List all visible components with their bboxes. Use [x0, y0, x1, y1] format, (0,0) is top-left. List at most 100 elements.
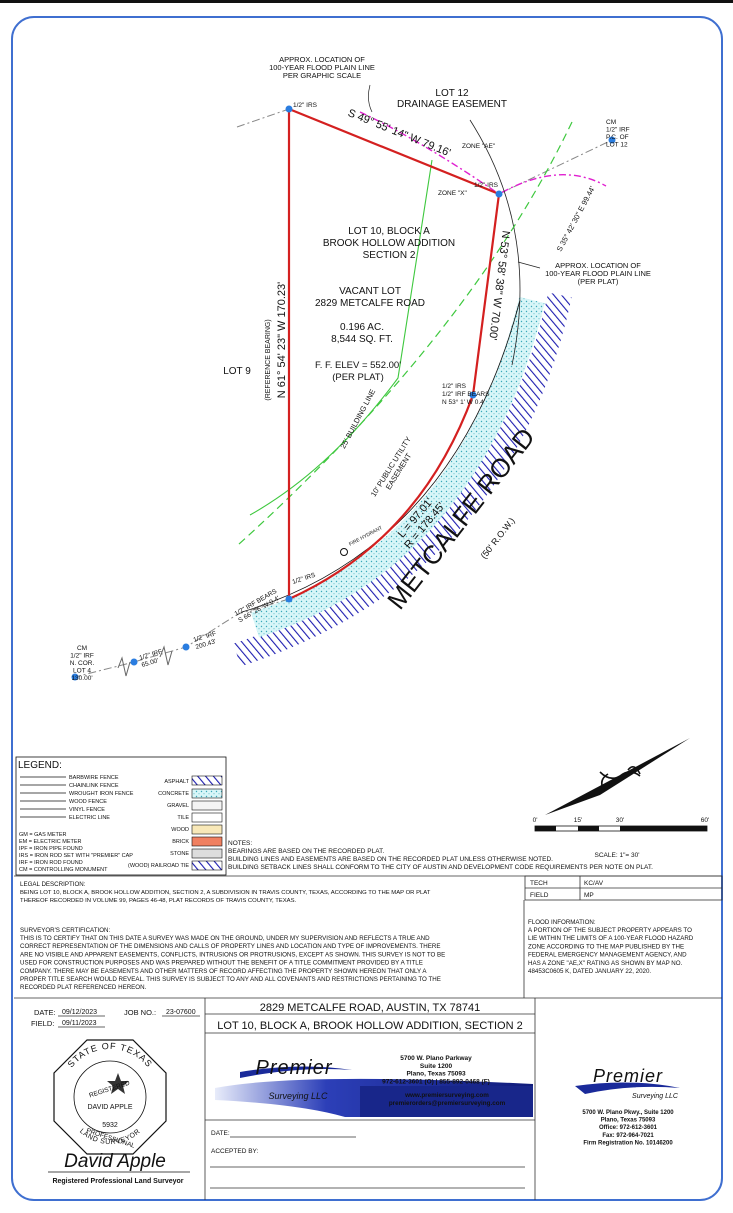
company-logo [575, 1082, 680, 1094]
field-label-group: FIELD: [31, 1019, 54, 1028]
company-line: 5700 W. Plano Pkwy., Suite 1200 [582, 1110, 674, 1116]
accepted-by: ACCEPTED BY: [211, 1148, 259, 1155]
zone-label: ZONE "X" [438, 190, 468, 197]
legend-abbreviation: IPF = IRON PIPE FOUND [19, 846, 83, 852]
note: BUILDING SETBACK LINES SHALL CONFORM TO … [228, 864, 653, 871]
date-value: 09/12/2023 [62, 1009, 97, 1016]
legend-abbreviation: CM = CONTROLLING MONUMENT [19, 867, 108, 873]
flood-note: 100-YEAR FLOOD PLAIN LINE [269, 63, 375, 72]
crew-cell: TECH [530, 880, 548, 887]
legend-material: BRICK [172, 839, 189, 845]
cm-label: LOT 4 [73, 668, 91, 675]
certification-text-group: THIS IS TO CERTIFY THAT ON THIS DATE A S… [20, 935, 445, 991]
vacant-lot: 2829 METCALFE ROAD [315, 298, 425, 309]
zone-label-group: ZONE "X" [438, 190, 468, 197]
note: BUILDING LINES AND EASEMENTS ARE BASED O… [228, 856, 553, 863]
company-line-group: 5700 W. Plano Pkwy., Suite 1200 Plano, Te… [582, 1110, 674, 1146]
property-lot: LOT 10, BLOCK A, BROOK HOLLOW ADDITION, … [217, 1020, 522, 1032]
banner [215, 1066, 533, 1117]
area: 8,544 SQ. FT. [331, 334, 393, 345]
iron-rod [182, 643, 190, 651]
corner-label-group: 1/2" IRS [474, 182, 499, 189]
legend-material: WOOD [171, 827, 189, 833]
seal-number: 5932 [102, 1122, 118, 1129]
road-width: (50' R.O.W.) [479, 516, 517, 561]
legend [15, 756, 227, 876]
signature: David Apple [64, 1151, 166, 1172]
company-line: Firm Registration No. 10146200 [583, 1140, 673, 1146]
company-brand-sub-group: Surveying LLC [632, 1093, 679, 1100]
certification-text: ARE NO VISIBLE AND APPARENT EASEMENTS, C… [20, 951, 445, 958]
building-line-label: 25' BUILDING LINE [338, 388, 377, 451]
flood-note: PER GRAPHIC SCALE [283, 71, 361, 80]
lot-9-label-group: LOT 9 [223, 366, 251, 377]
cm-label: P.C. OF [606, 134, 629, 141]
cm-label: LOT 12 [606, 142, 628, 149]
legend-fence: BARBWIRE FENCE [69, 775, 119, 781]
zone-label: ZONE "AE" [462, 143, 496, 150]
iron-rod [285, 595, 293, 603]
crew-cell: MP [584, 892, 594, 899]
flood-note: 100-YEAR FLOOD PLAIN LINE [545, 269, 651, 278]
banner-brand-group: Premier [255, 1057, 331, 1079]
road-width-group: (50' R.O.W.) [479, 516, 517, 561]
accepted-by-group: ACCEPTED BY: [211, 1148, 259, 1155]
property-address: 2829 METCALFE ROAD, AUSTIN, TX 78741 [260, 1002, 481, 1014]
legend-fence-group: BARBWIRE FENCE CHAINLINK FENCE WROUGHT IRO… [69, 775, 134, 821]
scale-tick-group: 0' [533, 817, 538, 824]
field-value-group: 09/11/2023 [62, 1020, 97, 1027]
lot-description: SECTION 2 [363, 250, 416, 261]
job-value: 23-07600 [166, 1009, 196, 1016]
corner-label-group: 1/2" IRS [293, 102, 318, 109]
lot-boundary [287, 107, 501, 601]
cm-label: 1/2" IRF [606, 127, 630, 134]
east-line-call-group: N 53° 58' 38" W 70.00' [486, 230, 511, 341]
crew-cell: KC/AV [584, 880, 604, 887]
company-line: Plano, Texas 75093 [601, 1118, 656, 1124]
north-arrow [545, 738, 690, 815]
lot-12-label: DRAINAGE EASEMENT [397, 99, 507, 110]
building-line-label-group: 25' BUILDING LINE [338, 388, 377, 451]
east-line-call: N 53° 58' 38" W 70.00' [486, 230, 511, 341]
company-brand-sub: Surveying LLC [632, 1093, 679, 1100]
company-line: Office: 972-612-3601 [599, 1125, 658, 1131]
job-label: JOB NO.: [124, 1008, 156, 1017]
legend-fence: WOOD FENCE [69, 799, 107, 805]
cm-label: CM [606, 119, 616, 126]
lot-description: BROOK HOLLOW ADDITION [323, 238, 455, 249]
acceptance-date: DATE: [211, 1130, 230, 1137]
cm-label: 1/2" IRF [70, 653, 94, 660]
banner-web: www.premiersurveying.com [404, 1092, 489, 1099]
legend-abbreviation: IRF = IRON ROD FOUND [19, 860, 83, 866]
certification-text: USED FOR CONSTRUCTION PURPOSES AND WAS P… [20, 960, 423, 967]
legend-fence: WROUGHT IRON FENCE [69, 791, 134, 797]
scale-tick: 60' [701, 817, 709, 824]
west-line-call: N 61° 54' 23" W 170.23' [276, 282, 288, 398]
banner-address: Plano, Texas 75093 [406, 1071, 466, 1078]
cm-label: N. COR. [70, 660, 95, 667]
legend-material: STONE [170, 851, 189, 857]
iron-rod [285, 105, 293, 113]
zone-label-group: ZONE "AE" [462, 143, 496, 150]
banner-brand-sub: Surveying LLC [268, 1091, 328, 1101]
legal-text: THEREOF RECORDED IN VOLUME 99, PAGES 46-… [20, 898, 297, 904]
iron-rod [608, 136, 616, 144]
field-label: FIELD: [31, 1019, 54, 1028]
fire-hydrant-symbol [340, 548, 348, 556]
building-line [237, 121, 573, 546]
north-line-call-group: S 49° 55' 14" W 79.16' [346, 107, 452, 159]
banner-brand-sub-group: Surveying LLC [268, 1091, 328, 1101]
legend-material: ASPHALT [164, 779, 189, 785]
notes-title: NOTES: [228, 840, 252, 847]
banner-address: Suite 1200 [420, 1063, 453, 1070]
west-line-call-group: N 61° 54' 23" W 170.23' [276, 282, 288, 398]
flood-text: 48453C0605 K, DATED JANUARY 22, 2020. [528, 968, 651, 975]
concrete-sidewalk [250, 296, 545, 638]
surveyor-seal: STATE OF TEXAS LAND SURVEYOR REGISTERED … [48, 1039, 190, 1185]
flood-text: FEDERAL EMERGENCY MANAGEMENT AGENCY, AND [528, 952, 687, 959]
